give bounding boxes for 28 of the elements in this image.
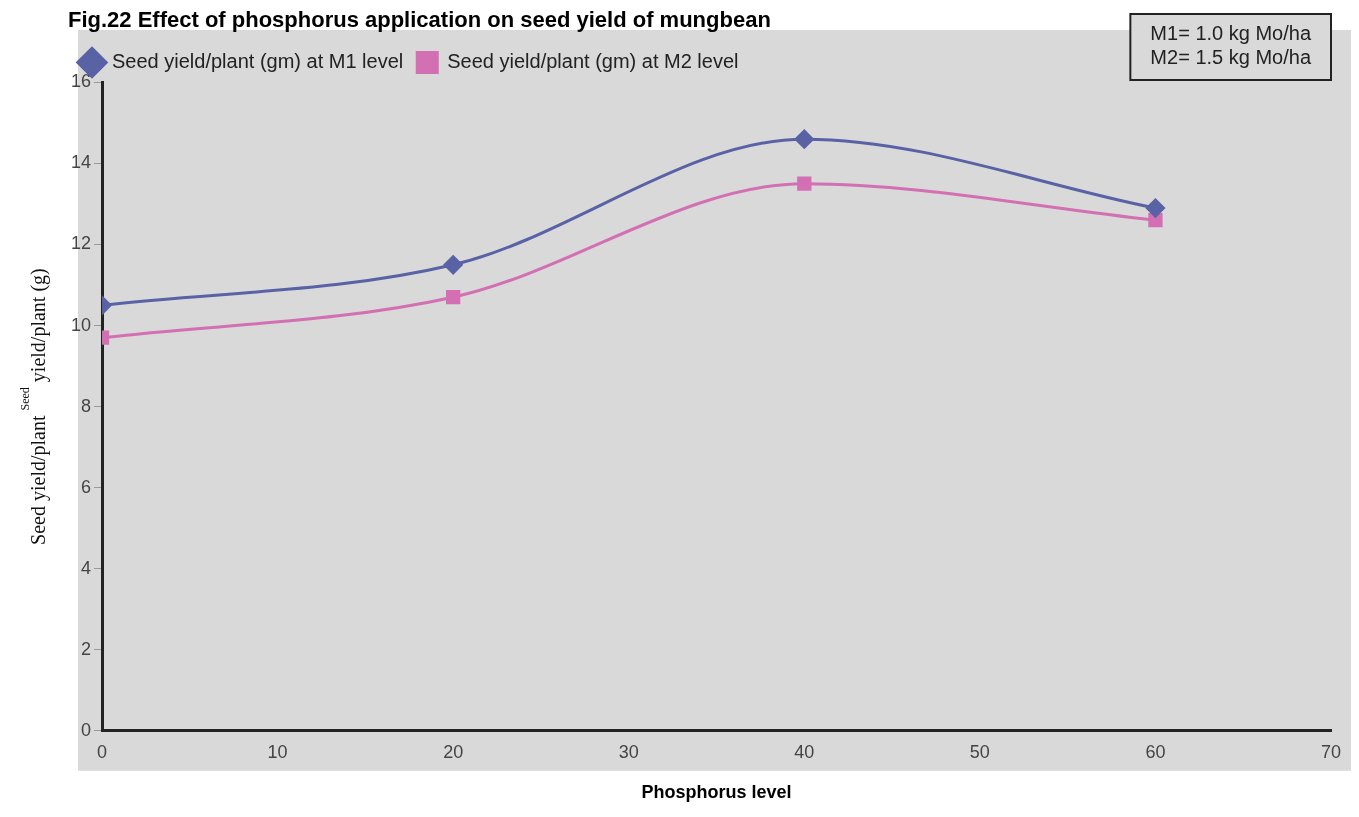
chart-title: Fig.22 Effect of phosphorus application on seed yield of mungbean [68,7,771,33]
y-tick-label: 10 [70,314,92,335]
x-tick-label: 10 [267,741,288,762]
point [446,290,461,305]
y-tick-label: 2 [81,638,92,659]
y-tick-label: 6 [81,476,92,497]
x-tick-label: 0 [97,741,108,762]
y-tick-label: 12 [70,233,92,254]
point [797,176,812,191]
y-tick-label: 8 [81,395,92,416]
y-tick-label: 16 [70,71,92,92]
x-tick-label: 30 [618,741,639,762]
legend-label: Seed yield/plant (gm) at M1 level [112,49,404,72]
y-tick-label: 14 [70,152,92,173]
x-tick-label: 70 [1320,741,1342,762]
text: M2= 1.5 kg Mo/ha [1150,45,1312,68]
y-tick-label: 4 [81,557,92,578]
y-axis-title: Seed yield/plant Seed yield/plant (g) [18,268,50,545]
x-tick-label: 50 [969,741,990,762]
x-tick-label: 20 [443,741,464,762]
y-tick-label: 0 [81,719,92,740]
x-axis-title: Phosphorus level [641,782,792,803]
point [794,129,814,149]
text: M1= 1.0 kg Mo/ha [1150,21,1312,44]
x-tick-label: 60 [1145,741,1166,762]
point [1145,198,1165,218]
x-tick-label: 40 [794,741,815,762]
legend-label: Seed yield/plant (gm) at M2 level [447,49,739,72]
